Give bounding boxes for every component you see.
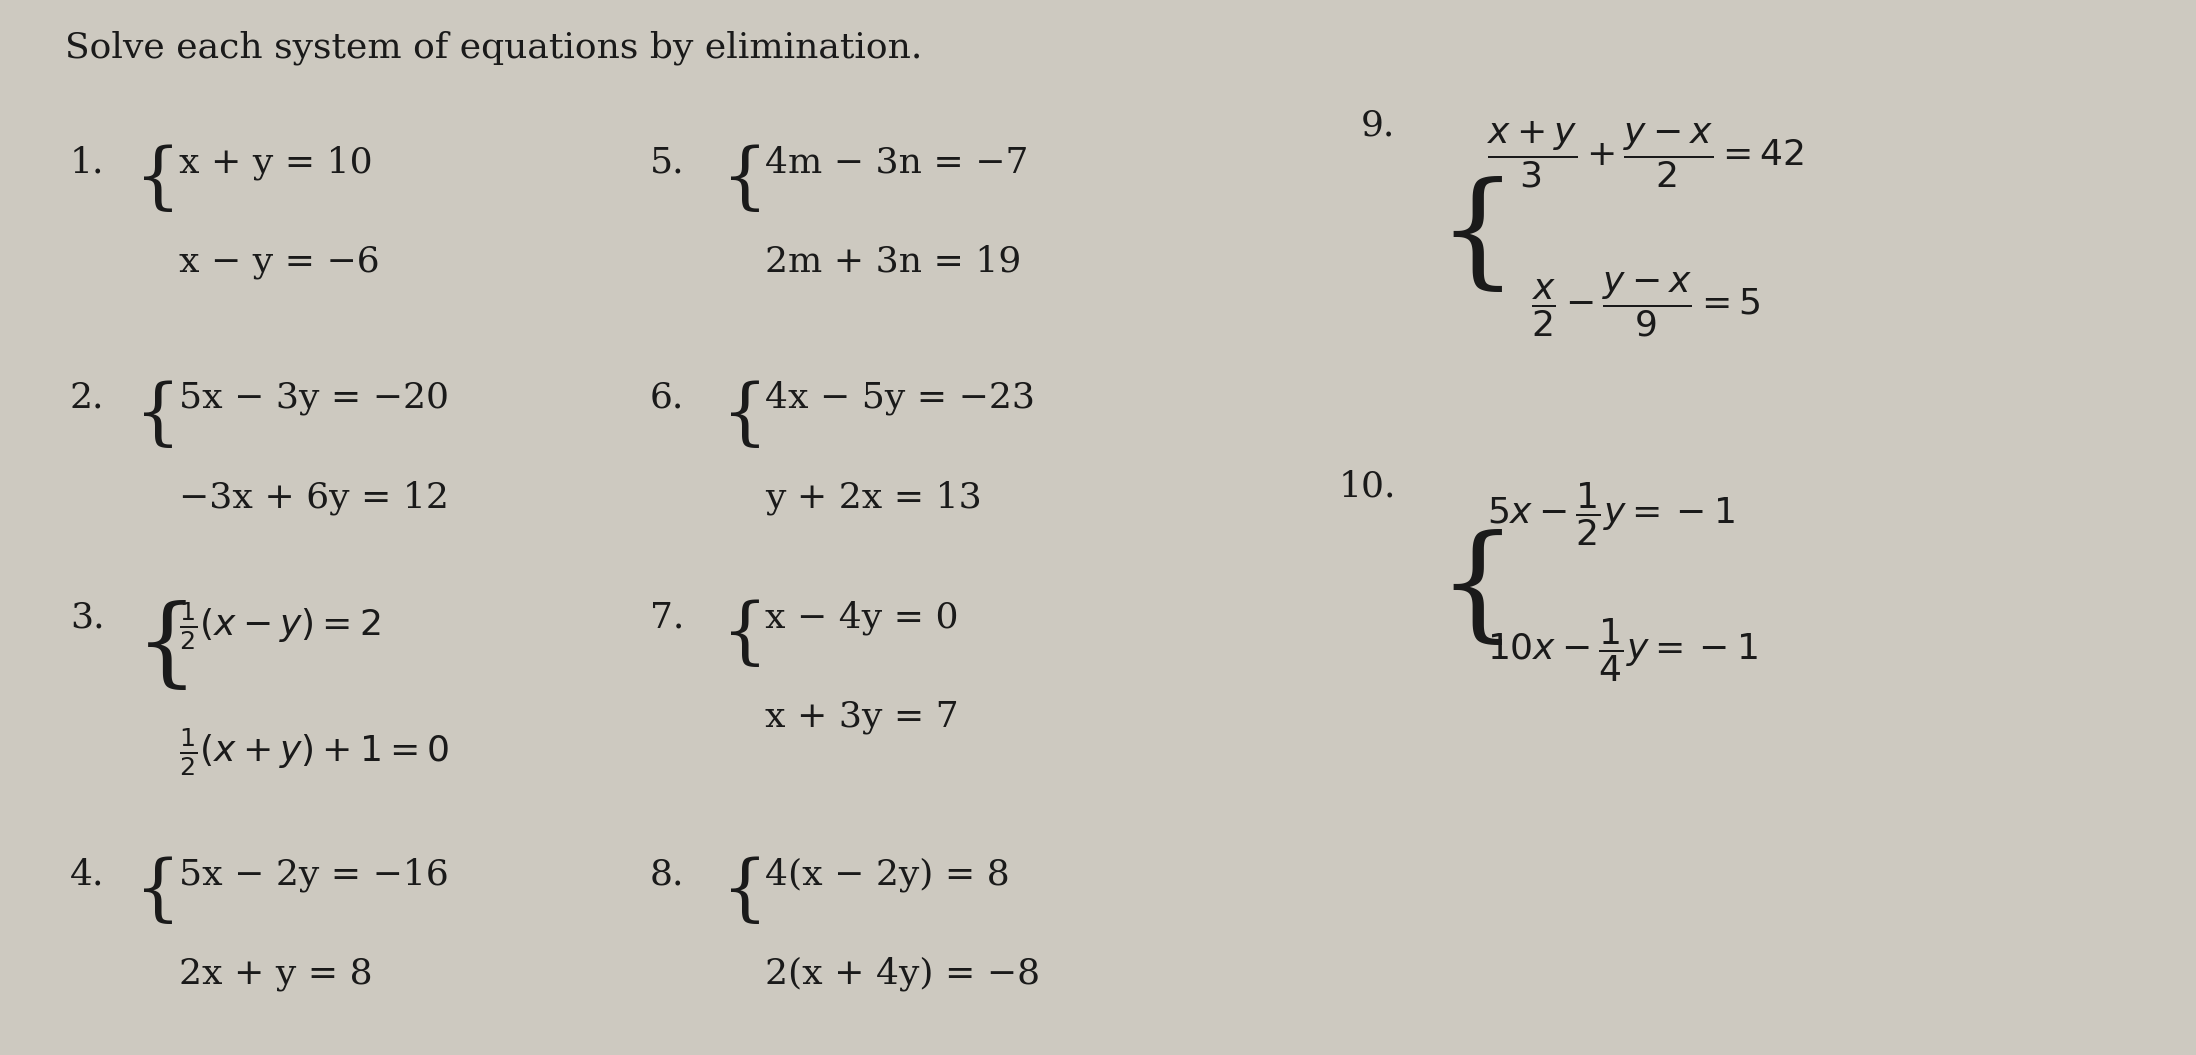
Text: {: { (136, 857, 182, 926)
Text: 3.: 3. (70, 600, 105, 635)
Text: $\frac{1}{2}(x - y) = 2$: $\frac{1}{2}(x - y) = 2$ (180, 600, 380, 652)
Text: {: { (136, 600, 198, 694)
Text: 1.: 1. (70, 146, 103, 179)
Text: $10x - \dfrac{1}{4}y = -1$: $10x - \dfrac{1}{4}y = -1$ (1487, 616, 1759, 684)
Text: 2x + y = 8: 2x + y = 8 (180, 957, 373, 991)
Text: 4m − 3n = −7: 4m − 3n = −7 (766, 146, 1030, 179)
Text: {: { (136, 380, 182, 450)
Text: 4(x − 2y) = 8: 4(x − 2y) = 8 (766, 858, 1010, 891)
Text: $\frac{1}{2}(x + y) + 1 = 0$: $\frac{1}{2}(x + y) + 1 = 0$ (180, 726, 450, 778)
Text: {: { (722, 600, 769, 670)
Text: x + y = 10: x + y = 10 (180, 146, 373, 180)
Text: {: { (1436, 530, 1517, 651)
Text: 5x − 2y = −16: 5x − 2y = −16 (180, 858, 448, 891)
Text: 7.: 7. (650, 600, 683, 635)
Text: 2m + 3n = 19: 2m + 3n = 19 (766, 245, 1021, 279)
Text: $\dfrac{x}{2} - \dfrac{y-x}{9} = 5$: $\dfrac{x}{2} - \dfrac{y-x}{9} = 5$ (1531, 271, 1761, 340)
Text: 6.: 6. (650, 381, 683, 415)
Text: y + 2x = 13: y + 2x = 13 (766, 480, 982, 515)
Text: x − y = −6: x − y = −6 (180, 245, 380, 279)
Text: 10.: 10. (1340, 469, 1397, 504)
Text: {: { (722, 145, 769, 215)
Text: 4x − 5y = −23: 4x − 5y = −23 (766, 381, 1037, 416)
Text: x + 3y = 7: x + 3y = 7 (766, 701, 960, 734)
Text: 8.: 8. (650, 858, 683, 891)
Text: $5x - \dfrac{1}{2}y = -1$: $5x - \dfrac{1}{2}y = -1$ (1487, 480, 1735, 548)
Text: x − 4y = 0: x − 4y = 0 (766, 600, 960, 635)
Text: $\dfrac{x+y}{3} + \dfrac{y-x}{2} = 42$: $\dfrac{x+y}{3} + \dfrac{y-x}{2} = 42$ (1487, 119, 1805, 190)
Text: 2(x + 4y) = −8: 2(x + 4y) = −8 (766, 957, 1041, 992)
Text: 2.: 2. (70, 381, 103, 415)
Text: {: { (722, 380, 769, 450)
Text: 5.: 5. (650, 146, 685, 179)
Text: 9.: 9. (1362, 109, 1394, 142)
Text: {: { (722, 857, 769, 926)
Text: {: { (1436, 176, 1517, 298)
Text: Solve each system of equations by elimination.: Solve each system of equations by elimin… (66, 31, 922, 64)
Text: 5x − 3y = −20: 5x − 3y = −20 (180, 381, 450, 415)
Text: 4.: 4. (70, 858, 103, 891)
Text: −3x + 6y = 12: −3x + 6y = 12 (180, 480, 448, 515)
Text: {: { (136, 145, 182, 215)
